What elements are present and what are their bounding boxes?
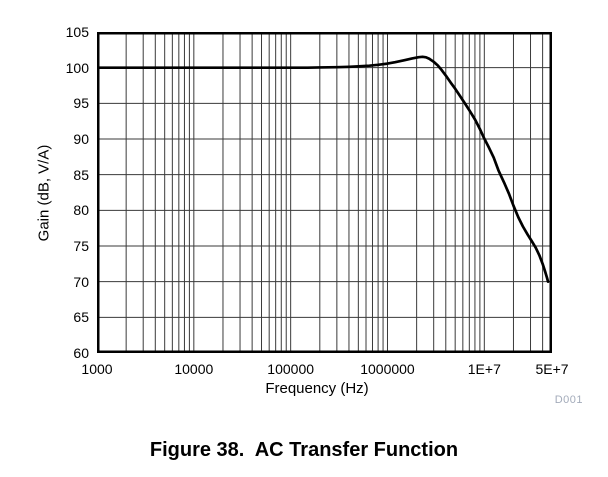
chart-plot-area — [97, 32, 552, 353]
y-tick-label: 85 — [73, 166, 89, 183]
x-tick-label: 10000 — [174, 361, 214, 377]
figure-code-watermark: D001 — [554, 394, 583, 406]
y-tick-label: 70 — [73, 273, 89, 290]
y-tick-label: 105 — [65, 24, 89, 40]
gain-curve — [97, 55, 550, 284]
grid-vertical-lines — [125, 32, 544, 353]
y-tick-label: 80 — [73, 202, 89, 219]
y-tick-label: 65 — [73, 309, 89, 326]
x-tick-label: 100000 — [267, 361, 315, 377]
x-tick-label: 5E+7 — [535, 361, 569, 377]
x-tick-label: 1000000 — [360, 361, 415, 377]
y-tick-label: 95 — [73, 95, 89, 112]
chart-svg — [97, 32, 552, 353]
x-tick-label: 1E+7 — [467, 361, 501, 377]
x-axis-title: Frequency (Hz) — [265, 380, 369, 397]
y-tick-label: 75 — [73, 238, 89, 254]
grid-horizontal-lines — [97, 67, 552, 318]
figure-caption: Figure 38. AC Transfer Function — [149, 439, 459, 461]
y-tick-label: 60 — [73, 345, 89, 361]
x-tick-label: 1000 — [81, 361, 113, 377]
y-tick-label: 90 — [73, 131, 89, 147]
y-axis-title: Gain (dB, V/A) — [35, 144, 53, 242]
y-tick-label: 100 — [65, 59, 89, 76]
plot-border — [97, 32, 552, 353]
